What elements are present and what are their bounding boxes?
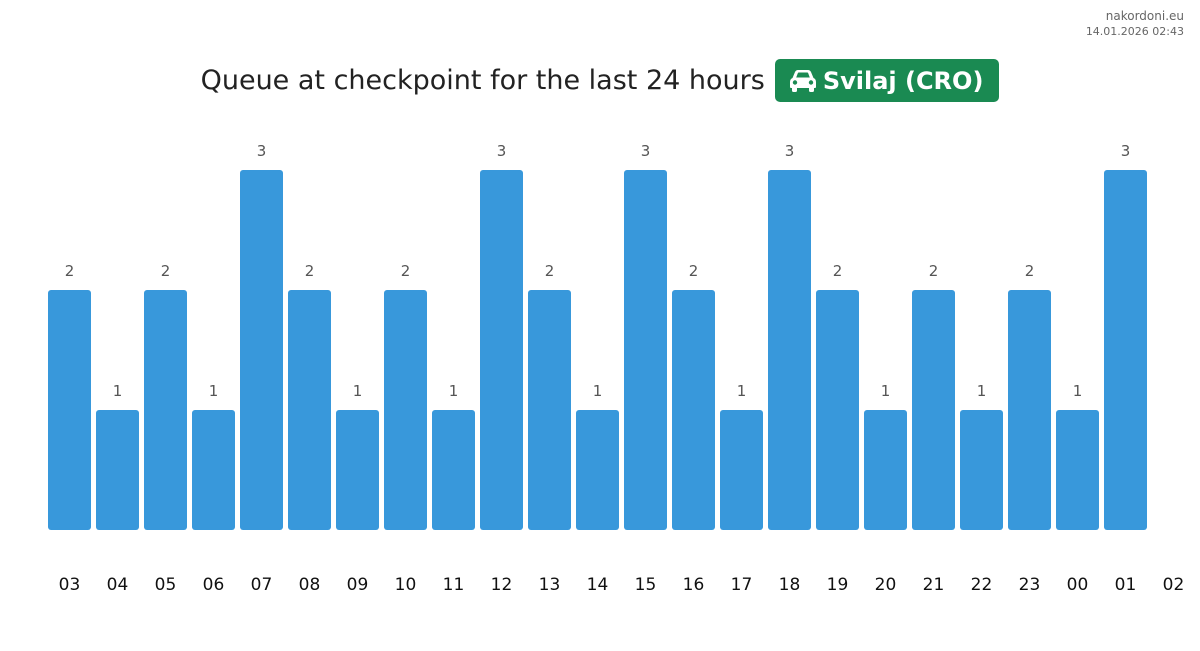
x-tick-04: 04 xyxy=(107,575,129,595)
bar-15 xyxy=(624,170,667,530)
chart-header: Queue at checkpoint for the last 24 hour… xyxy=(0,59,1200,102)
data-label-08: 2 xyxy=(305,262,315,280)
source-info: nakordoni.eu 14.01.2026 02:43 xyxy=(1086,9,1184,40)
x-tick-06: 06 xyxy=(203,575,225,595)
data-label-14: 1 xyxy=(593,382,603,400)
x-tick-07: 07 xyxy=(251,575,273,595)
bar-16 xyxy=(672,290,715,530)
data-label-20: 1 xyxy=(881,382,891,400)
x-tick-09: 09 xyxy=(347,575,369,595)
car-icon xyxy=(789,69,816,92)
x-tick-14: 14 xyxy=(587,575,609,595)
x-tick-19: 19 xyxy=(827,575,849,595)
bar-05 xyxy=(144,290,187,530)
bar-09 xyxy=(336,410,379,530)
bar-01 xyxy=(1104,170,1147,530)
bar-21 xyxy=(912,290,955,530)
data-label-22: 1 xyxy=(977,382,987,400)
checkpoint-badge: Svilaj (CRO) xyxy=(774,59,1000,102)
data-label-03: 2 xyxy=(65,262,75,280)
checkpoint-name: Svilaj (CRO) xyxy=(822,66,984,95)
x-tick-05: 05 xyxy=(155,575,177,595)
data-label-07: 3 xyxy=(257,142,267,160)
data-label-04: 1 xyxy=(113,382,123,400)
bar-20 xyxy=(864,410,907,530)
bar-10 xyxy=(384,290,427,530)
data-label-01: 3 xyxy=(1121,142,1131,160)
source-timestamp: 14.01.2026 02:43 xyxy=(1085,25,1184,38)
x-tick-01: 01 xyxy=(1115,575,1137,595)
x-tick-17: 17 xyxy=(731,575,753,595)
bar-17 xyxy=(720,410,763,530)
data-label-00: 1 xyxy=(1073,382,1083,400)
data-label-09: 1 xyxy=(353,382,363,400)
x-tick-02: 02 xyxy=(1163,575,1185,595)
data-label-11: 1 xyxy=(449,382,459,400)
bar-22 xyxy=(960,410,1003,530)
x-tick-11: 11 xyxy=(443,575,465,595)
x-tick-23: 23 xyxy=(1019,575,1041,595)
bar-07 xyxy=(240,170,283,530)
bar-08 xyxy=(288,290,331,530)
x-tick-20: 20 xyxy=(875,575,897,595)
bar-12 xyxy=(480,170,523,530)
x-tick-21: 21 xyxy=(923,575,945,595)
x-tick-18: 18 xyxy=(779,575,801,595)
x-tick-12: 12 xyxy=(491,575,513,595)
bar-06 xyxy=(192,410,235,530)
data-label-13: 2 xyxy=(545,262,555,280)
source-site: nakordoni.eu xyxy=(1105,9,1184,23)
bar-14 xyxy=(576,410,619,530)
bar-18 xyxy=(768,170,811,530)
x-tick-00: 00 xyxy=(1067,575,1089,595)
bar-03 xyxy=(48,290,91,530)
data-label-17: 1 xyxy=(737,382,747,400)
bar-00 xyxy=(1056,410,1099,530)
x-tick-22: 22 xyxy=(971,575,993,595)
data-label-06: 1 xyxy=(209,382,219,400)
data-label-21: 2 xyxy=(929,262,939,280)
data-label-15: 3 xyxy=(641,142,651,160)
chart-title: Queue at checkpoint for the last 24 hour… xyxy=(200,65,765,96)
data-label-10: 2 xyxy=(401,262,411,280)
data-label-19: 2 xyxy=(833,262,843,280)
bar-13 xyxy=(528,290,571,530)
x-tick-13: 13 xyxy=(539,575,561,595)
bar-11 xyxy=(432,410,475,530)
bar-04 xyxy=(96,410,139,530)
data-label-16: 2 xyxy=(689,262,699,280)
x-tick-15: 15 xyxy=(635,575,657,595)
bar-19 xyxy=(816,290,859,530)
x-tick-10: 10 xyxy=(395,575,417,595)
data-label-12: 3 xyxy=(497,142,507,160)
x-tick-16: 16 xyxy=(683,575,705,595)
data-label-05: 2 xyxy=(161,262,171,280)
x-tick-08: 08 xyxy=(299,575,321,595)
bar-23 xyxy=(1008,290,1051,530)
x-tick-03: 03 xyxy=(59,575,81,595)
data-label-18: 3 xyxy=(785,142,795,160)
data-label-23: 2 xyxy=(1025,262,1035,280)
